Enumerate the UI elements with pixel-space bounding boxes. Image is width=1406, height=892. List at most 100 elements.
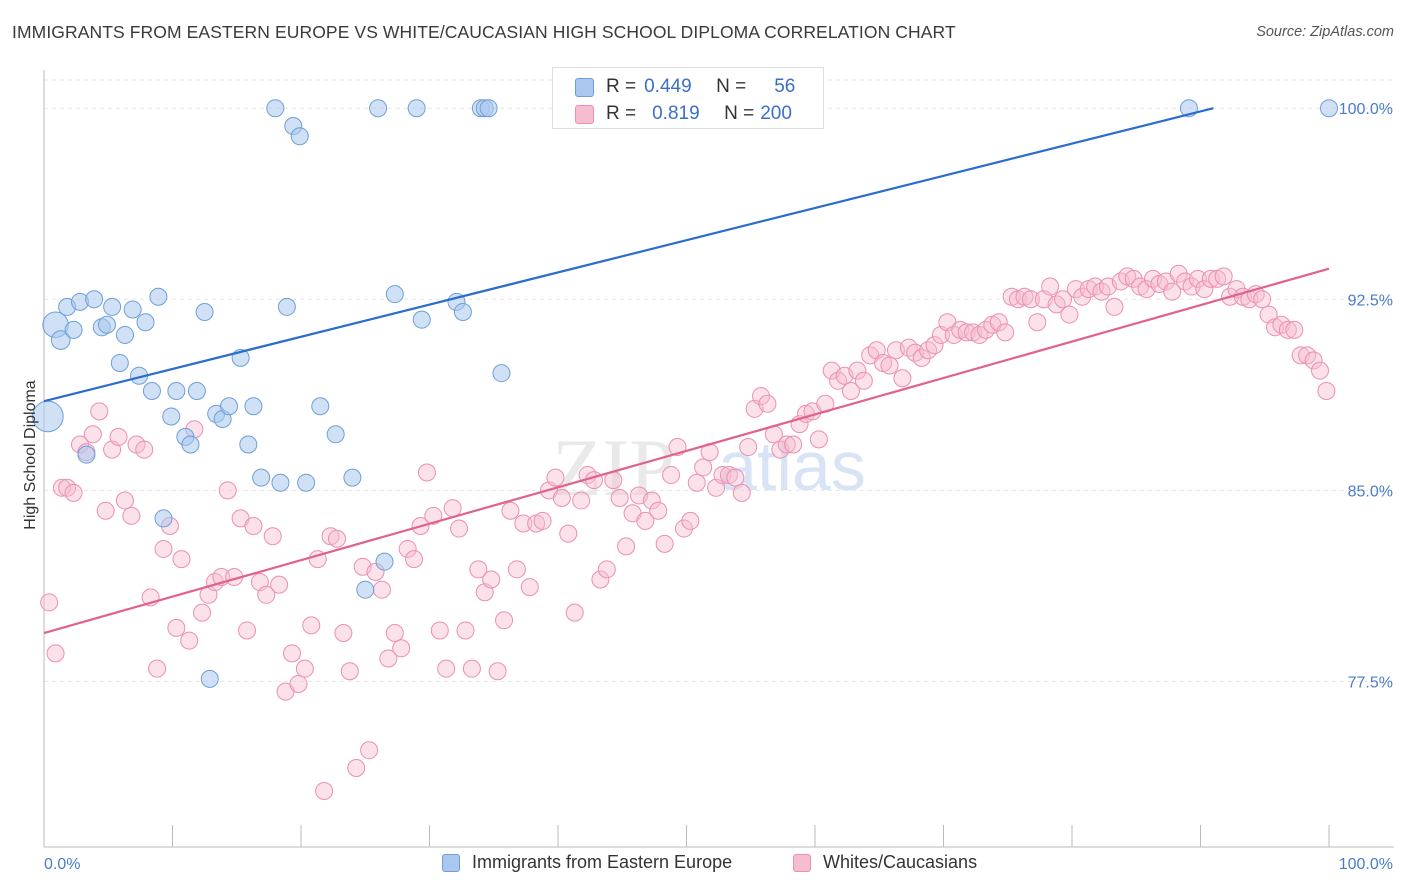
whites-point <box>172 550 191 569</box>
axes <box>43 70 1394 848</box>
whites-point <box>681 511 700 530</box>
eastern-europe-point <box>64 320 83 339</box>
stats-row-eastern-europe: R = 0.449 N = 56 <box>575 75 795 99</box>
n-label: N = <box>724 103 755 124</box>
eastern-europe-point <box>239 435 258 454</box>
eastern-europe-point <box>479 99 498 118</box>
whites-point <box>642 491 661 510</box>
whites-point <box>385 624 404 643</box>
whites-point <box>167 618 186 637</box>
whites-point <box>52 478 71 497</box>
y-tick-label: 100.0% <box>1339 101 1393 118</box>
whites-point <box>263 527 282 546</box>
whites-point <box>610 488 629 507</box>
whites-point <box>572 491 591 510</box>
whites-point <box>64 483 83 502</box>
n-value: 56 <box>774 76 796 97</box>
whites-point <box>514 514 533 533</box>
legend-item-eastern-europe[interactable]: Immigrants from Eastern Europe <box>442 852 732 873</box>
whites-point <box>809 430 828 449</box>
eastern-europe-point <box>195 303 214 322</box>
whites-point <box>83 425 102 444</box>
eastern-europe-point <box>407 99 426 118</box>
legend-item-whites[interactable]: Whites/Caucasians <box>793 852 977 873</box>
whites-point <box>1066 280 1085 299</box>
whites-point <box>218 481 237 500</box>
whites-point <box>40 593 59 612</box>
whites-point <box>488 662 507 681</box>
whites-point <box>257 585 276 604</box>
eastern-europe-point <box>244 397 263 416</box>
whites-point <box>340 662 359 681</box>
whites-point <box>109 427 128 446</box>
eastern-europe-point <box>266 99 285 118</box>
whites-point <box>360 741 379 760</box>
eastern-europe-point <box>200 669 219 688</box>
whites-point <box>154 539 173 558</box>
whites-point <box>546 468 565 487</box>
legend-label: Immigrants from Eastern Europe <box>472 852 733 872</box>
whites-point <box>270 575 289 594</box>
whites-point <box>238 621 257 640</box>
whites-point <box>462 659 481 678</box>
whites-point <box>90 402 109 421</box>
whites-point <box>450 519 469 538</box>
whites-point <box>372 580 391 599</box>
x-tick-label: 0.0% <box>44 856 80 873</box>
whites-point <box>405 550 424 569</box>
whites-point <box>180 631 199 650</box>
whites-point <box>591 570 610 589</box>
eastern-europe-trend-line <box>43 107 1214 403</box>
eastern-europe-point <box>110 353 129 372</box>
whites-point <box>726 468 745 487</box>
gridlines <box>44 79 1394 682</box>
whites-point <box>295 659 314 678</box>
whites-point <box>854 371 873 390</box>
whites-point <box>443 499 462 518</box>
whites-point <box>289 674 308 693</box>
whites-point <box>327 529 346 548</box>
whites-point <box>880 356 899 375</box>
whites-point <box>1021 290 1040 309</box>
whites-point <box>694 458 713 477</box>
y-tick-label: 85.0% <box>1348 483 1393 500</box>
whites-point <box>347 759 366 778</box>
whites-point <box>1311 361 1330 380</box>
eastern-europe-point <box>115 325 134 344</box>
eastern-europe-point <box>356 580 375 599</box>
whites-point <box>302 616 321 635</box>
whites-point <box>597 560 616 579</box>
whites-point <box>1124 269 1143 288</box>
r-value: 0.449 <box>644 76 692 97</box>
whites-point <box>533 511 552 530</box>
whites-point <box>893 369 912 388</box>
trend-lines <box>43 107 1330 635</box>
y-axis-title: High School Diploma <box>22 380 39 530</box>
whites-point <box>315 781 334 800</box>
y-tick-label: 77.5% <box>1348 674 1393 691</box>
watermark-zip: ZIP <box>552 422 675 513</box>
eastern-europe-point <box>277 297 296 316</box>
eastern-europe-point <box>97 315 116 334</box>
whites-point <box>392 639 411 658</box>
eastern-europe-point <box>412 310 431 329</box>
eastern-europe-point <box>369 99 388 118</box>
eastern-europe-point <box>142 381 161 400</box>
whites-point <box>398 539 417 558</box>
whites-point <box>1073 287 1092 306</box>
eastern-europe-point <box>385 285 404 304</box>
whites-point <box>1214 267 1233 286</box>
whites-point <box>848 361 867 380</box>
r-label: R = <box>606 103 637 124</box>
whites-point <box>1169 264 1188 283</box>
whites-point <box>1195 280 1214 299</box>
whites-point <box>732 483 751 502</box>
whites-point <box>244 517 263 536</box>
pink-swatch-icon <box>575 104 594 124</box>
x-tick-label: 100.0% <box>1339 856 1393 873</box>
whites-point <box>752 387 771 406</box>
eastern-europe-point <box>136 313 155 332</box>
whites-point <box>912 348 931 367</box>
whites-point <box>283 644 302 663</box>
whites-point <box>148 659 167 678</box>
